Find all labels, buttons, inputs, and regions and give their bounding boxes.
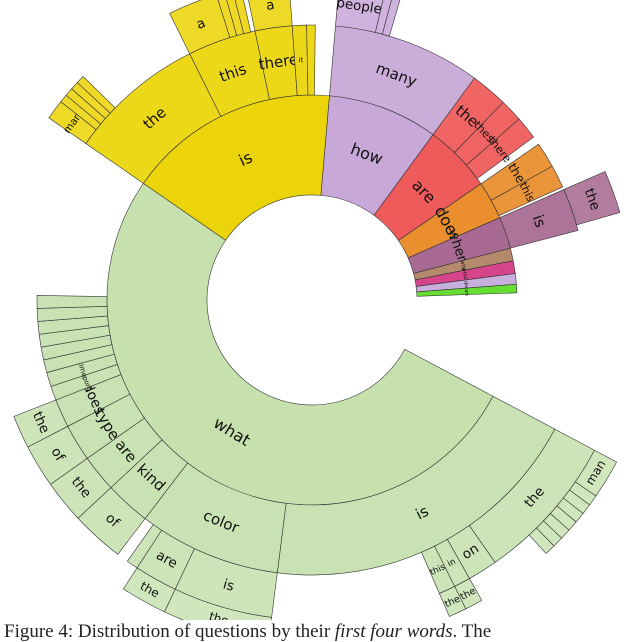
sunburst-label-root-what-is-in: in [446, 557, 458, 570]
caption-prefix: Figure 4: Distribution of questions by t… [4, 621, 331, 642]
sunburst-segment-root-what-is-this-the [438, 586, 467, 617]
sunburst-segment-root-is-this-x3 [234, 0, 252, 34]
sunburst-segment-root-are-there [465, 118, 534, 179]
sunburst-segment-root-where-is-the [563, 171, 621, 226]
caption-suffix: . The [452, 621, 492, 642]
sunburst-segment-root-what-color-x2 [126, 524, 163, 569]
sunburst-segment-root-what-is-the-x7 [528, 527, 555, 554]
sunburst-chart: whatisthemanoninthethisthecoloristhearet… [13, 0, 621, 620]
sunburst-segment-root-what-x13 [36, 295, 108, 309]
sunburst-label-root-is-there-a: a [265, 0, 275, 14]
sunburst-segment-root-is-the-x4 [76, 76, 116, 114]
figure-caption: Figure 4: Distribution of questions by t… [4, 621, 640, 642]
sunburst-segment-root-how-many-x2 [382, 0, 401, 37]
sunburst-label-root-what-color-is-the: the [207, 609, 230, 620]
sunburst-label-root-is-there: there [257, 50, 299, 73]
sunburst-label-root-why: why [458, 260, 466, 273]
sunburst-label-root-do: do [462, 281, 469, 288]
sunburst-segment-root-can [416, 283, 518, 297]
sunburst-label-root-where-is-the: the [581, 186, 604, 212]
caption-italic: first four words [334, 621, 453, 642]
sunburst-label-root-which: which [460, 267, 468, 283]
sunburst-label-root-can: can [463, 287, 469, 296]
sunburst-segment-root-does-this [490, 165, 564, 217]
sunburst-label-root-is-it: it [298, 56, 303, 64]
sunburst-segment-root-is-x4 [306, 24, 316, 96]
sunburst-label-root-what-color-is: is [221, 576, 236, 594]
sunburst-label-root-what-is-on: on [459, 541, 482, 564]
sunburst-label-root-where-is: is [529, 212, 550, 229]
